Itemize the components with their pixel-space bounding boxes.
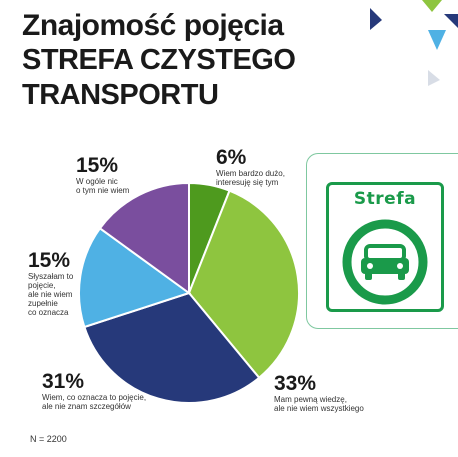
sample-size-note: N = 2200 xyxy=(30,434,67,444)
slice-description: Wiem, co oznacza to pojęcie, ale nie zna… xyxy=(42,393,147,411)
pie-slice-3 xyxy=(78,226,192,329)
slice-percent: 6% xyxy=(216,146,247,169)
pie-slice-2 xyxy=(83,291,261,404)
slice-description: Wiem bardzo dużo, interesuję się tym xyxy=(216,169,285,187)
decorative-triangles xyxy=(370,0,458,86)
pie-slice-4 xyxy=(98,181,190,295)
deco-triangle-blue xyxy=(428,30,446,50)
sign-frame: Strefa xyxy=(326,182,444,312)
slice-percent: 15% xyxy=(28,249,71,272)
slice-description: Mam pewną wiedzę, ale nie wiem wszystkie… xyxy=(274,395,364,413)
slice-percent: 15% xyxy=(76,154,119,177)
title-line-3: TRANSPORTU xyxy=(22,79,219,111)
slice-percent: 31% xyxy=(42,370,85,393)
title-line-2: STREFA CZYSTEGO xyxy=(22,44,296,76)
slice-label-31: 31% Wiem, co oznacza to pojęcie, ale nie… xyxy=(42,370,147,412)
chart-title: Znajomość pojęcia STREFA CZYSTEGO TRANSP… xyxy=(22,8,342,113)
deco-triangle-navy-2 xyxy=(444,14,458,28)
sign-text: Strefa xyxy=(353,189,417,209)
deco-triangle-grey xyxy=(428,70,440,86)
deco-triangle-lime xyxy=(422,0,442,12)
slice-label-15-b: 15% W ogóle nic o tym nie wiem xyxy=(76,154,130,196)
deco-triangle-navy xyxy=(370,8,382,30)
slice-label-33: 33% Mam pewną wiedzę, ale nie wiem wszys… xyxy=(274,372,364,414)
slice-description: W ogóle nic o tym nie wiem xyxy=(76,177,130,195)
clean-transport-zone-sign: Strefa xyxy=(306,153,458,329)
slice-label-15-a: 15% Słyszałam to pojęcie, ale nie wiem z… xyxy=(28,249,74,318)
car-icon xyxy=(342,219,428,305)
slice-percent: 33% xyxy=(274,372,317,395)
slice-description: Słyszałam to pojęcie, ale nie wiem zupeł… xyxy=(28,272,74,317)
slice-label-6: 6% Wiem bardzo dużo, interesuję się tym xyxy=(216,146,285,188)
title-line-1: Znajomość pojęcia xyxy=(22,9,284,42)
pie-slice-1 xyxy=(187,189,300,380)
